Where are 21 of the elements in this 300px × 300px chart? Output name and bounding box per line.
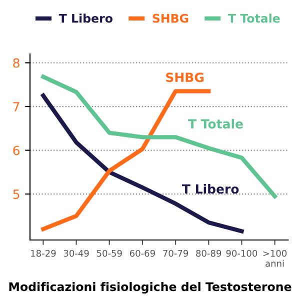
y-tick-label: 5 <box>13 190 20 199</box>
annotation: T Totale <box>188 118 243 129</box>
y-tick-label: 8 <box>13 58 20 68</box>
x-tick-label: 30-49 <box>64 250 89 257</box>
line-series <box>41 93 244 234</box>
x-tick-label: 80-89 <box>196 250 222 257</box>
annotation: SHBG <box>166 72 204 82</box>
y-tick-label: 7 <box>13 102 20 112</box>
line-series <box>41 74 277 198</box>
x-tick-label: 70-79 <box>163 250 188 257</box>
x-tick-label: 90-100 <box>226 250 258 257</box>
text: Modificazioni fisiologiche del Testosterone <box>9 282 292 294</box>
legend-label: T Totale <box>228 14 280 23</box>
x-tick-label: 60-69 <box>130 250 155 257</box>
x-tick-label: >100 anni <box>263 250 287 267</box>
legend-label: T Libero <box>58 14 112 23</box>
x-tick-label: 18-29 <box>31 250 56 257</box>
y-tick-label: 6 <box>13 146 20 156</box>
legend-label: SHBG <box>152 14 188 23</box>
annotation: T Libero <box>182 184 239 194</box>
x-tick-label: 50-59 <box>96 250 122 257</box>
